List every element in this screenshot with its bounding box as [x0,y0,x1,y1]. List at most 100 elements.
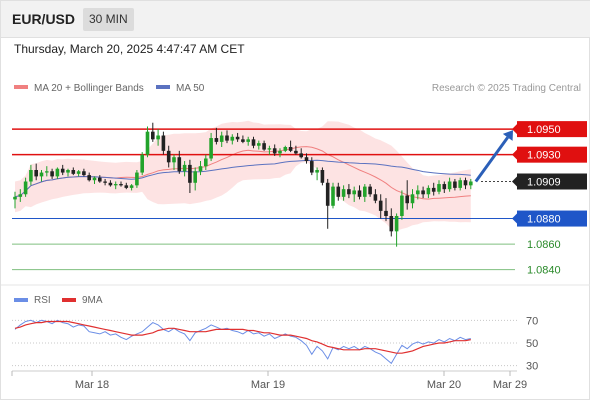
symbol-title: EUR/USD [12,11,76,27]
candle [129,184,134,191]
candle [431,182,436,196]
candle [182,161,187,177]
candle [310,157,314,176]
candle [98,175,102,183]
x-tick-label: Mar 18 [75,379,109,391]
candle [140,152,144,176]
support-level-tag-arrow [512,213,517,224]
candle-body [294,150,298,154]
candle-body [209,138,213,159]
candle-body [389,216,394,232]
candle-body [272,148,277,154]
candle-body [193,171,197,183]
candle [410,189,415,209]
candle-body [288,147,293,151]
candle [368,184,372,197]
candle-body [103,181,107,183]
candle [341,185,346,201]
candle [209,132,213,162]
ma20-legend-swatch [14,85,28,89]
candle-body [145,131,150,155]
candle [55,167,60,179]
rsi-line [14,319,471,365]
x-tick-label: Mar 20 [427,379,461,391]
candle [45,166,49,177]
price-levels: 1.0950 1.0930 1.0909 1.0880 1.0860 1.0840 [12,121,587,277]
candle [458,177,462,191]
candle-body [257,143,261,146]
candle [145,126,150,158]
x-axis: Mar 18 Mar 19 Mar 20 Mar 29 [11,371,527,391]
candle [188,159,192,193]
candle-body [315,170,319,173]
candle-body [135,172,139,186]
candle [119,181,123,187]
candle-body [463,180,468,186]
bollinger-bands [15,120,471,231]
candle-body [278,150,282,154]
candle [421,186,425,199]
current-price-label: 1.0909 [527,177,561,189]
x-tick-label: Mar 19 [251,379,285,391]
rsi-ma-legend-swatch [62,298,76,302]
candle-body [251,139,256,146]
timestamp: Thursday, March 20, 2025 4:47:47 AM CET [14,42,245,56]
candle [315,167,319,181]
candle-body [352,190,356,195]
candle-body [246,139,250,142]
candle-body [129,185,134,188]
candle [204,154,208,170]
ma50-legend-swatch [156,85,170,89]
candle-body [262,143,266,150]
candle [193,167,197,191]
candle [251,136,256,149]
candle [225,130,229,144]
target-level-label: 1.0840 [527,265,561,277]
x-tick-label: Mar 29 [493,379,527,391]
rsi-legend-swatch [14,298,28,302]
candle-body [23,181,28,195]
candle [331,182,335,209]
candle [166,145,171,168]
candle-body [230,136,235,141]
candle-body [368,186,372,195]
resistance-level-tag [517,146,587,163]
candle [389,208,394,237]
candle [299,148,303,159]
candle-body [45,171,49,173]
candle-body [447,181,452,190]
support-level-tag [517,210,587,227]
candle [320,167,325,186]
candle-body [124,185,129,188]
candle-body [60,168,65,173]
support-level-label: 1.0880 [527,214,561,226]
candle-body [108,182,113,186]
candle-body [331,186,335,206]
candle [50,168,54,179]
candle-body [177,157,182,172]
rsi-tick-label: 50 [526,338,538,350]
candle [151,122,155,142]
timeframe-button[interactable]: 30 MIN [83,8,134,31]
candle [235,132,240,142]
candle [442,181,447,193]
candle-body [55,168,60,177]
candle-body [310,161,314,173]
candle [363,184,367,202]
candle-body [299,153,303,158]
candle-body [166,150,171,163]
candle [161,131,166,155]
candle [304,153,309,164]
candle [177,150,182,174]
candle [405,180,409,210]
projection-arrow-shaft [474,136,509,183]
candle [267,145,272,155]
candle-body [453,181,457,188]
candle [66,168,70,177]
current-price-tag [517,173,587,190]
resistance-level-tag-arrow [512,124,517,135]
candle-body [363,186,367,197]
candle-body [66,170,70,173]
